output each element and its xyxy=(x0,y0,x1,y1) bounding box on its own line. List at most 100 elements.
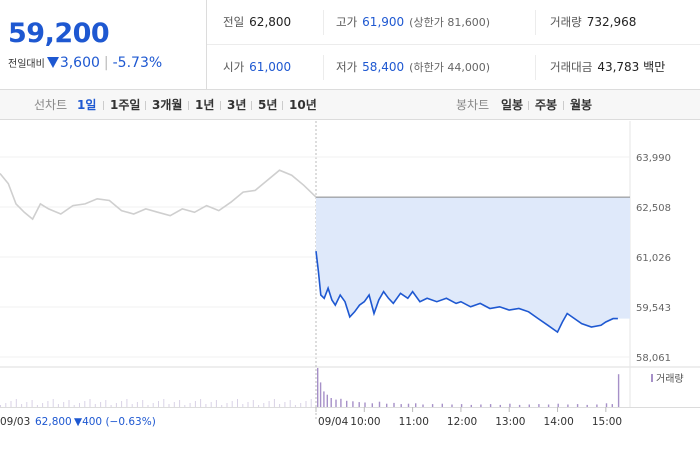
chart-canvas: 63,990 62,508 61,026 59,543 58,061 거래량 09/04 10… xyxy=(0,121,700,428)
volume-bar xyxy=(226,403,228,407)
volume-bar xyxy=(617,374,620,407)
tab-3m[interactable]: 3개월 xyxy=(152,98,183,112)
volume-bar xyxy=(470,404,472,407)
volume-bar xyxy=(52,399,54,407)
volume-bar xyxy=(15,399,17,407)
volume-bar xyxy=(326,394,328,407)
volume-bar xyxy=(205,404,207,407)
volume-bar xyxy=(489,404,492,407)
volume-bar xyxy=(163,399,165,407)
x-tick-label: 15:00 xyxy=(592,416,622,428)
volume-bar xyxy=(576,404,579,407)
volume-bar xyxy=(26,402,28,407)
open-stat: 시가 61,000 xyxy=(223,45,291,90)
prev-day-change-label: ▼400 (−0.63%) xyxy=(74,416,156,428)
volume-legend-label: 거래량 xyxy=(656,373,684,385)
volume-bar xyxy=(189,403,191,407)
lower-limit: (하한가 44,000) xyxy=(409,61,491,74)
volume-bar xyxy=(319,382,322,407)
tab-daily[interactable]: 일봉 xyxy=(501,98,524,112)
volume-bar xyxy=(323,391,325,407)
volume-bar xyxy=(131,404,133,407)
price-change: 전일대비 3,600 | -5.73% xyxy=(8,55,162,71)
volume-bar xyxy=(460,404,463,407)
volume-bar xyxy=(237,399,238,407)
volume-bar xyxy=(330,398,332,407)
volume-bar xyxy=(184,405,186,407)
volume-bar xyxy=(371,403,373,407)
tab-5y[interactable]: 5년 xyxy=(258,98,278,112)
prev-day-date-label: 09/03 xyxy=(0,416,30,428)
stat-label: 전일 xyxy=(223,15,245,29)
volume-legend-swatch xyxy=(651,374,653,382)
volume-bar xyxy=(242,404,244,407)
volume-bar xyxy=(538,404,540,407)
tab-1d[interactable]: 1일 xyxy=(77,98,97,112)
volume-bar xyxy=(152,403,154,407)
tab-1y[interactable]: 1년 xyxy=(195,98,215,112)
volume-bar xyxy=(317,368,319,407)
tab-divider xyxy=(103,101,104,110)
tab-weekly[interactable]: 주봉 xyxy=(535,98,558,112)
stat-value: 732,968 xyxy=(586,15,637,29)
volume-bar xyxy=(263,403,265,407)
stat-unit: 백만 xyxy=(643,60,666,74)
change-divider: | xyxy=(103,55,109,71)
volume-bar xyxy=(364,402,366,407)
y-tick-label: 58,061 xyxy=(636,353,671,364)
tab-divider xyxy=(220,101,221,110)
volume-bar xyxy=(215,400,217,407)
prev-day-close-label: 62,800 xyxy=(35,416,72,428)
volume-bar xyxy=(89,399,91,407)
prev-close-stat: 전일 62,800 xyxy=(223,0,291,45)
volume-bar xyxy=(194,401,196,407)
current-price: 59,200 xyxy=(8,18,110,49)
volume-bar xyxy=(168,404,170,407)
volume-bar xyxy=(179,400,181,407)
volume-bar xyxy=(126,399,128,407)
tab-3y[interactable]: 3년 xyxy=(227,98,247,112)
volume-bar xyxy=(10,401,12,407)
tab-monthly[interactable]: 월봉 xyxy=(570,98,593,112)
high-stat: 고가 61,900 (상한가 81,600) xyxy=(323,10,490,35)
tab-divider xyxy=(528,101,529,110)
volume-bar xyxy=(289,400,291,407)
volume-bar xyxy=(258,405,260,407)
volume-bar xyxy=(441,403,443,407)
volume-bar xyxy=(79,403,80,407)
tab-divider xyxy=(251,101,252,110)
volume-bar xyxy=(284,402,286,407)
chart-tabs: 선차트 1일 1주일 3개월 1년 3년 5년 10년 봉차트 일봉 주봉 월봉 xyxy=(0,90,700,120)
volume-bar xyxy=(422,404,424,407)
volume-bar xyxy=(547,404,550,407)
upper-limit: (상한가 81,600) xyxy=(409,16,491,29)
volume-bar xyxy=(300,403,302,407)
prev-day-price-line xyxy=(0,169,317,221)
volume-bar xyxy=(84,401,86,407)
tab-10y[interactable]: 10년 xyxy=(289,98,317,112)
change-value: 3,600 xyxy=(59,55,100,71)
tab-divider xyxy=(145,101,146,110)
stat-label: 저가 xyxy=(336,60,358,74)
stat-label: 고가 xyxy=(336,15,358,29)
stats-row: 전일 62,800 고가 61,900 (상한가 81,600) 거래량 732,968 xyxy=(207,0,700,45)
volume-bar xyxy=(294,405,296,407)
stat-label: 거래대금 xyxy=(550,60,593,74)
volume-bar xyxy=(105,400,107,407)
tab-divider xyxy=(282,101,283,110)
volume-bar xyxy=(352,401,354,407)
volume-bar xyxy=(305,401,307,407)
volume-bar xyxy=(518,404,521,407)
tab-1w[interactable]: 1주일 xyxy=(110,98,141,112)
volume-bar xyxy=(431,404,434,407)
volume-bar xyxy=(252,400,254,407)
volume-bar xyxy=(557,403,559,407)
volume-bar xyxy=(200,399,202,407)
volume-bar xyxy=(586,404,588,407)
stat-value: 61,000 xyxy=(249,60,292,74)
volume-bar xyxy=(393,402,395,407)
volume-bar xyxy=(268,401,270,407)
volume-bar xyxy=(378,401,381,407)
current-price-box: 59,200 전일대비 3,600 | -5.73% xyxy=(0,0,207,90)
volume-bar xyxy=(335,399,337,407)
